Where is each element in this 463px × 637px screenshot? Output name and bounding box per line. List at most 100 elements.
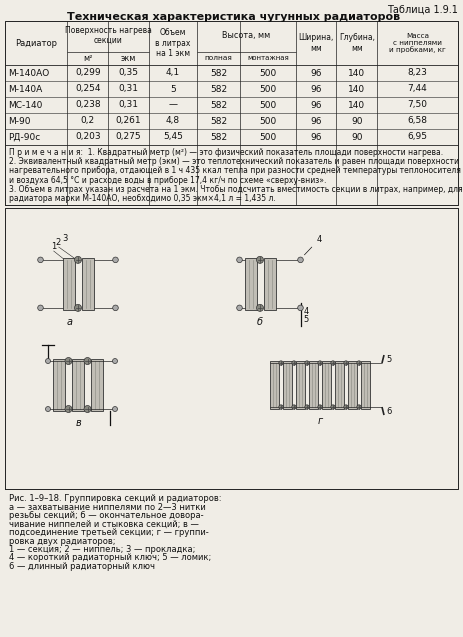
Circle shape <box>344 361 348 365</box>
Text: нагревательного прибора, отдающей в 1 ч 435 ккал тепла при разности средней темп: нагревательного прибора, отдающей в 1 ч … <box>9 166 461 175</box>
Text: 0,203: 0,203 <box>75 132 100 141</box>
Text: Масса
с ниппелями
и пробками, кг: Масса с ниппелями и пробками, кг <box>389 32 446 54</box>
Text: 6,58: 6,58 <box>407 117 427 125</box>
Bar <box>91 359 103 411</box>
Circle shape <box>45 359 50 364</box>
Text: 0,299: 0,299 <box>75 69 100 78</box>
Text: 582: 582 <box>210 85 227 94</box>
Circle shape <box>305 405 309 409</box>
Circle shape <box>318 361 322 365</box>
Text: 0,238: 0,238 <box>75 101 100 110</box>
Text: 1 — секция; 2 — ниппель; 3 — прокладка;: 1 — секция; 2 — ниппель; 3 — прокладка; <box>9 545 195 554</box>
Text: 2: 2 <box>56 238 61 247</box>
Text: 5: 5 <box>170 85 176 94</box>
Bar <box>348 361 357 409</box>
Bar <box>296 361 305 409</box>
Text: 96: 96 <box>310 69 322 78</box>
Text: Техническая характеристика чугунных радиаторов: Техническая характеристика чугунных ради… <box>68 12 400 22</box>
Text: 7,50: 7,50 <box>407 101 427 110</box>
Circle shape <box>113 257 119 262</box>
Circle shape <box>38 257 44 262</box>
Text: 0,254: 0,254 <box>75 85 100 94</box>
Bar <box>309 361 318 409</box>
Text: Радиатор: Радиатор <box>15 38 57 48</box>
Text: 6,95: 6,95 <box>407 132 427 141</box>
Text: резьбы секций; б — окончательное довора-: резьбы секций; б — окончательное довора- <box>9 511 204 520</box>
Text: 3. Объем в литрах указан из расчета на 1 экм. Чтобы подсчитать вместимость секци: 3. Объем в литрах указан из расчета на 1… <box>9 185 463 194</box>
Text: Ширина,
мм: Ширина, мм <box>298 33 334 53</box>
Circle shape <box>75 256 81 263</box>
Circle shape <box>331 405 335 409</box>
Circle shape <box>84 406 91 413</box>
Text: 500: 500 <box>259 85 276 94</box>
Circle shape <box>75 304 81 311</box>
Text: 0,2: 0,2 <box>81 117 95 125</box>
Text: 6 — длинный радиаторный ключ: 6 — длинный радиаторный ключ <box>9 562 155 571</box>
Text: 90: 90 <box>351 117 363 125</box>
Bar <box>270 361 279 409</box>
Circle shape <box>298 305 303 311</box>
Bar <box>53 359 65 411</box>
Text: 96: 96 <box>310 117 322 125</box>
Bar <box>283 361 292 409</box>
Bar <box>81 258 94 310</box>
Circle shape <box>279 405 283 409</box>
Text: радиатора марки М-140АО, необходимо 0,35 экм×4,1 л = 1,435 л.: радиатора марки М-140АО, необходимо 0,35… <box>9 194 276 203</box>
Text: 4 — короткий радиаторный ключ; 5 — ломик;: 4 — короткий радиаторный ключ; 5 — ломик… <box>9 554 211 562</box>
Circle shape <box>292 405 296 409</box>
Bar <box>263 258 275 310</box>
Text: 0,261: 0,261 <box>116 117 141 125</box>
Text: Высота, мм: Высота, мм <box>222 31 271 40</box>
Text: 140: 140 <box>348 85 365 94</box>
Text: 500: 500 <box>259 69 276 78</box>
Text: МС-140: МС-140 <box>8 101 43 110</box>
Text: 140: 140 <box>348 69 365 78</box>
Circle shape <box>357 405 361 409</box>
Bar <box>361 361 370 409</box>
Circle shape <box>257 256 263 263</box>
Circle shape <box>305 361 309 365</box>
Circle shape <box>45 406 50 412</box>
Circle shape <box>357 361 361 365</box>
Bar <box>322 361 331 409</box>
Text: П р и м е ч а н и я:  1. Квадратный метр (м²) — это физический показатель площад: П р и м е ч а н и я: 1. Квадратный метр … <box>9 148 443 157</box>
Text: подсоединение третьей секции; г — группи-: подсоединение третьей секции; г — группи… <box>9 528 209 537</box>
Text: 5,45: 5,45 <box>163 132 183 141</box>
Bar <box>72 359 84 411</box>
Text: 2. Эквивалентный квадратный метр (экм) — это теплотехнический показатель и равен: 2. Эквивалентный квадратный метр (экм) —… <box>9 157 459 166</box>
Text: 3: 3 <box>62 234 67 243</box>
Circle shape <box>318 405 322 409</box>
Text: Таблица 1.9.1: Таблица 1.9.1 <box>387 5 458 15</box>
Text: 6: 6 <box>386 406 391 415</box>
Text: 500: 500 <box>259 101 276 110</box>
Circle shape <box>279 361 283 365</box>
Text: экм: экм <box>121 54 136 63</box>
Text: —: — <box>169 101 177 110</box>
Text: 4: 4 <box>304 308 309 317</box>
Text: 7,44: 7,44 <box>408 85 427 94</box>
Circle shape <box>65 406 72 413</box>
Text: в: в <box>75 418 81 428</box>
Text: 5: 5 <box>386 355 391 364</box>
Circle shape <box>113 406 118 412</box>
Text: Рис. 1–9–18. Группировка секций и радиаторов:: Рис. 1–9–18. Группировка секций и радиат… <box>9 494 221 503</box>
Text: 0,31: 0,31 <box>119 101 138 110</box>
Text: 96: 96 <box>310 132 322 141</box>
Text: 0,35: 0,35 <box>119 69 138 78</box>
Circle shape <box>237 305 242 311</box>
Text: 96: 96 <box>310 101 322 110</box>
Circle shape <box>344 405 348 409</box>
Text: М-90: М-90 <box>8 117 31 125</box>
Text: 4: 4 <box>304 235 322 255</box>
Text: 0,31: 0,31 <box>119 85 138 94</box>
Text: М-140А: М-140А <box>8 85 42 94</box>
Circle shape <box>65 357 72 364</box>
Circle shape <box>237 257 242 262</box>
Text: 4,1: 4,1 <box>166 69 180 78</box>
Circle shape <box>38 305 44 311</box>
Text: а: а <box>67 317 73 327</box>
Text: и воздуха 64,5 °С и расходе воды в приборе 17,4 кг/ч по схеме «сверху-вниз».: и воздуха 64,5 °С и расходе воды в прибо… <box>9 176 326 185</box>
Text: 0,275: 0,275 <box>116 132 141 141</box>
Text: 8,23: 8,23 <box>407 69 427 78</box>
Text: м²: м² <box>83 54 93 63</box>
